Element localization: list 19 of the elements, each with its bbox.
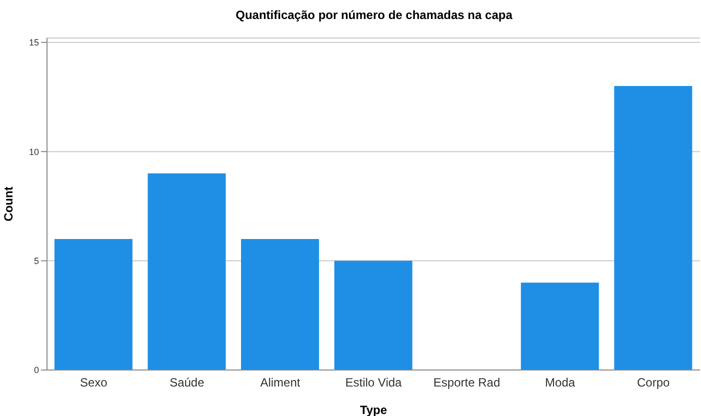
x-tick-label: Estilo Vida — [345, 376, 402, 390]
x-tick-label: Aliment — [260, 376, 301, 390]
x-tick-label: Esporte Rad — [433, 376, 500, 390]
y-tick-label: 10 — [28, 146, 39, 157]
y-axis-title: Count — [1, 186, 16, 222]
bar — [520, 282, 599, 370]
y-tick-label: 0 — [34, 365, 39, 376]
chart-title: Quantificação por número de chamadas na capa — [234, 8, 514, 22]
x-tick-label: Corpo — [637, 376, 670, 390]
x-tick-label: Sexo — [80, 376, 108, 390]
y-tick-label: 15 — [28, 38, 39, 48]
bar — [334, 260, 412, 370]
y-tick-label: 5 — [34, 256, 39, 266]
x-tick-label: Moda — [545, 376, 576, 390]
x-tick-label: Saúde — [170, 376, 205, 390]
bar — [54, 238, 132, 370]
bar — [241, 238, 320, 370]
bar — [614, 86, 692, 370]
bar — [148, 173, 226, 370]
